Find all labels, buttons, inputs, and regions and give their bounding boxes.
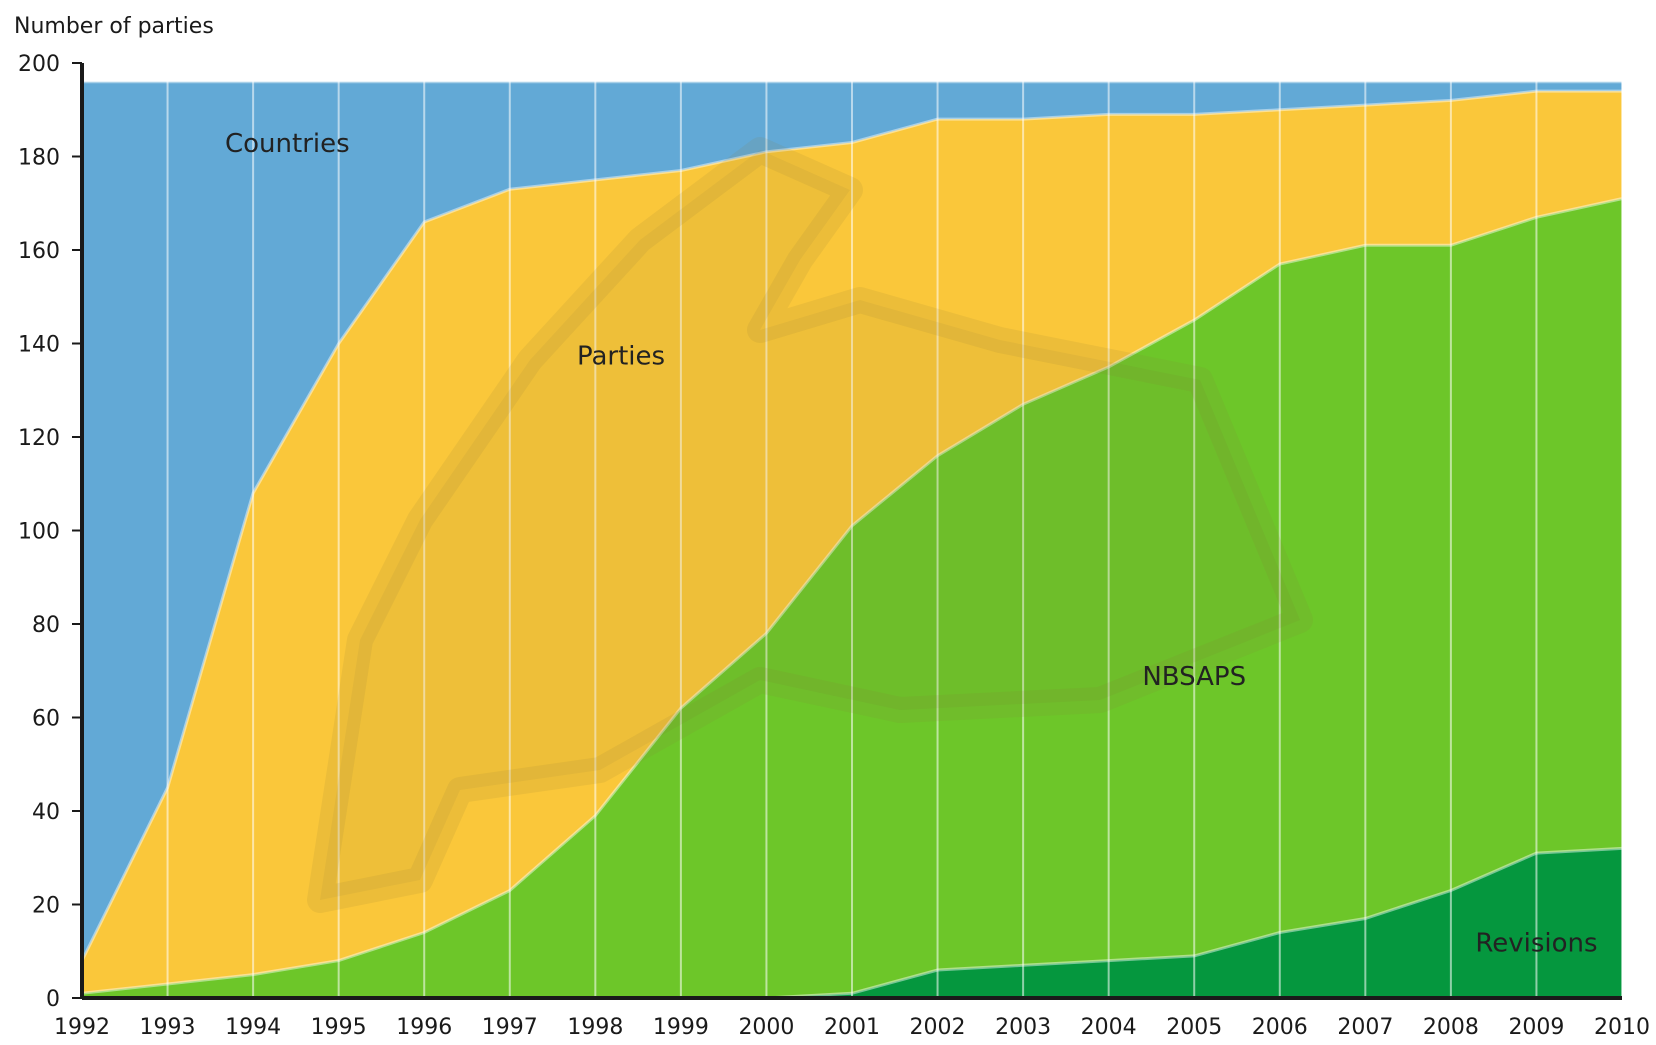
area-label-countries: Countries xyxy=(225,129,350,159)
x-tick-label-2002: 2002 xyxy=(910,1015,966,1040)
x-tick-label-1996: 1996 xyxy=(396,1015,452,1040)
x-tick-label-2008: 2008 xyxy=(1423,1015,1479,1040)
x-tick-label-2007: 2007 xyxy=(1337,1015,1393,1040)
y-tick-label-200: 200 xyxy=(18,52,60,77)
x-tick-label-1993: 1993 xyxy=(140,1015,196,1040)
x-tick-label-1995: 1995 xyxy=(311,1015,367,1040)
grid-layer xyxy=(166,78,1623,998)
x-tick-label-2006: 2006 xyxy=(1252,1015,1308,1040)
watermark-shape xyxy=(307,137,1313,913)
watermark-decoration xyxy=(307,137,1313,913)
x-tick-label-2010: 2010 xyxy=(1594,1015,1650,1040)
tick-labels-layer: 0 20 40 60 80 100 120 140 160 180 200 1992 1993 1994 1… xyxy=(14,14,1650,1040)
area-label-revisions: Revisions xyxy=(1475,928,1597,958)
axes-layer xyxy=(72,62,1622,1000)
y-tick-label-60: 60 xyxy=(32,707,60,732)
y-tick-label-0: 0 xyxy=(46,987,60,1012)
x-tick-label-2003: 2003 xyxy=(995,1015,1051,1040)
y-axis-title: Number of parties xyxy=(14,14,214,39)
x-tick-label-2000: 2000 xyxy=(738,1015,794,1040)
x-tick-label-1994: 1994 xyxy=(225,1015,281,1040)
y-tick-label-80: 80 xyxy=(32,613,60,638)
x-tick-label-2004: 2004 xyxy=(1081,1015,1137,1040)
y-tick-label-120: 120 xyxy=(18,426,60,451)
y-tick-label-180: 180 xyxy=(18,146,60,171)
x-tick-label-2005: 2005 xyxy=(1166,1015,1222,1040)
area-labels-layer: Countries Parties NBSAPS Revisions xyxy=(225,129,1598,958)
x-tick-label-1999: 1999 xyxy=(653,1015,709,1040)
area-label-nbsaps: NBSAPS xyxy=(1142,662,1246,692)
area-label-parties: Parties xyxy=(577,342,665,372)
y-tick-label-40: 40 xyxy=(32,800,60,825)
y-tick-label-160: 160 xyxy=(18,239,60,264)
x-tick-label-2009: 2009 xyxy=(1508,1015,1564,1040)
y-tick-label-140: 140 xyxy=(18,333,60,358)
area-revisions xyxy=(82,848,1622,998)
x-tick-label-1992: 1992 xyxy=(54,1015,110,1040)
x-tick-label-2001: 2001 xyxy=(824,1015,880,1040)
y-tick-label-20: 20 xyxy=(32,894,60,919)
x-tick-label-1997: 1997 xyxy=(482,1015,538,1040)
y-tick-label-100: 100 xyxy=(18,520,60,545)
x-tick-label-1998: 1998 xyxy=(567,1015,623,1040)
